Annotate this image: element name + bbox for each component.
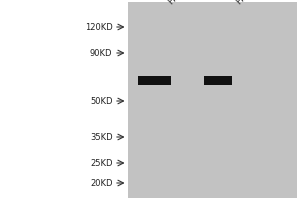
Bar <box>138 75 171 84</box>
Bar <box>204 75 232 84</box>
Text: 25KD: 25KD <box>90 158 112 168</box>
Text: 90KD: 90KD <box>90 48 112 58</box>
Text: Heart: Heart <box>234 0 258 6</box>
Bar <box>128 2 297 198</box>
Text: 50KD: 50KD <box>90 97 112 106</box>
Text: 35KD: 35KD <box>90 132 112 142</box>
Text: 20KD: 20KD <box>90 178 112 188</box>
Text: 120KD: 120KD <box>85 22 112 31</box>
Text: Hela: Hela <box>167 0 188 6</box>
